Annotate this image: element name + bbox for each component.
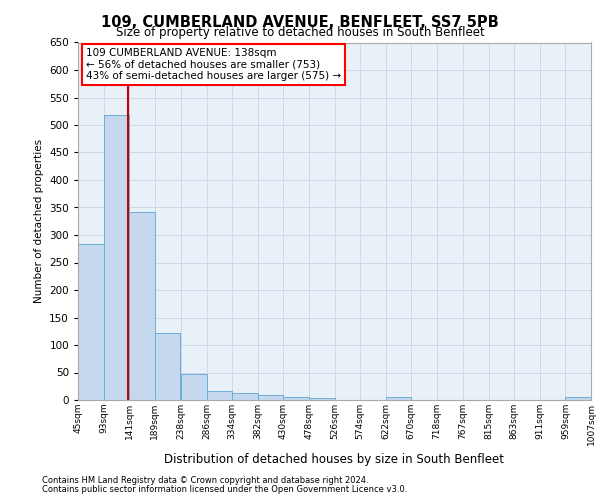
Bar: [283, 396, 309, 400]
Bar: [206, 390, 232, 400]
Bar: [565, 397, 591, 400]
Bar: [129, 212, 155, 400]
Bar: [181, 374, 206, 400]
Bar: [78, 244, 104, 400]
Text: 109 CUMBERLAND AVENUE: 138sqm
← 56% of detached houses are smaller (753)
43% of : 109 CUMBERLAND AVENUE: 138sqm ← 56% of d…: [86, 48, 341, 81]
Bar: [155, 334, 181, 400]
Bar: [309, 398, 335, 400]
Y-axis label: Number of detached properties: Number of detached properties: [34, 139, 44, 304]
Bar: [104, 114, 129, 400]
Bar: [232, 394, 258, 400]
Bar: [258, 395, 283, 400]
Text: Contains public sector information licensed under the Open Government Licence v3: Contains public sector information licen…: [42, 485, 407, 494]
X-axis label: Distribution of detached houses by size in South Benfleet: Distribution of detached houses by size …: [164, 453, 505, 466]
Text: Size of property relative to detached houses in South Benfleet: Size of property relative to detached ho…: [116, 26, 484, 39]
Text: 109, CUMBERLAND AVENUE, BENFLEET, SS7 5PB: 109, CUMBERLAND AVENUE, BENFLEET, SS7 5P…: [101, 15, 499, 30]
Text: Contains HM Land Registry data © Crown copyright and database right 2024.: Contains HM Land Registry data © Crown c…: [42, 476, 368, 485]
Bar: [386, 397, 411, 400]
